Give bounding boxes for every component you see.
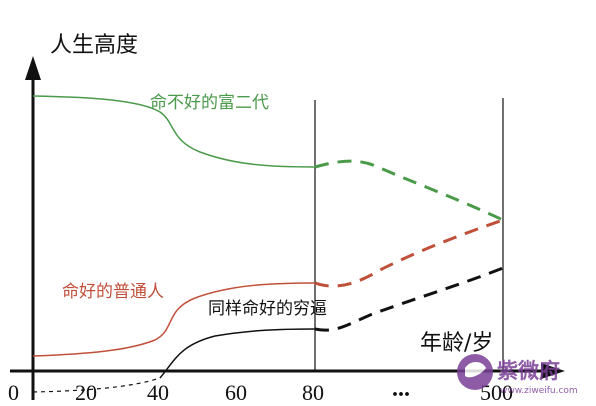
tick-80: 80 — [302, 380, 324, 405]
watermark-title: 紫微府 — [497, 359, 560, 383]
rich-unlucky-curve — [32, 95, 316, 168]
y-axis-arrow — [25, 56, 41, 80]
tick-40: 40 — [147, 380, 169, 405]
x-axis-arrow — [541, 363, 565, 379]
ordinary-lucky-label: 命好的普通人 — [62, 282, 164, 302]
poor-lucky-curve — [159, 328, 316, 379]
rich-unlucky-dashed — [314, 159, 504, 222]
ordinary-lucky-dashed — [314, 218, 504, 288]
tick-20: 20 — [75, 380, 97, 405]
watermark-site: www.ziweifu.com — [500, 386, 578, 396]
tick-ellipsis: ... — [392, 376, 410, 402]
tick-0: 0 — [8, 380, 19, 405]
poor-lucky-dashed — [314, 266, 504, 332]
tick-60: 60 — [225, 380, 247, 405]
ordinary-lucky-curve — [32, 282, 316, 357]
y-axis-label: 人生高度 — [50, 33, 138, 58]
x-axis-label: 年龄/岁 — [420, 331, 493, 356]
rich-unlucky-label: 命不好的富二代 — [150, 93, 269, 113]
watermark: 紫微府 www.ziweifu.com — [457, 354, 578, 396]
poor-lucky-label: 同样命好的穷逼 — [208, 299, 327, 319]
